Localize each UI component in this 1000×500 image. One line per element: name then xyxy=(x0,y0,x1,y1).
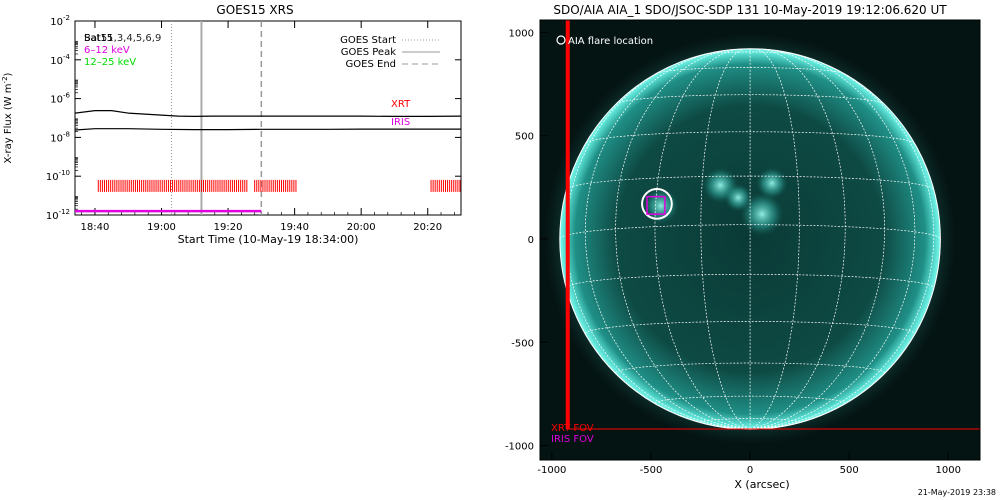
goes-series-line-0 xyxy=(75,109,461,118)
aia-x-tick-label: 0 xyxy=(747,465,753,476)
goes-y-tick-exponent: -4 xyxy=(63,53,71,61)
goes-y-tick-label: 10-2 xyxy=(50,14,70,28)
goes-y-axis-label: X-ray Flux (W m-2) xyxy=(1,72,14,163)
legend-flare-circle-icon xyxy=(556,35,566,45)
aia-x-axis: -1000 -500 0 500 1000 xyxy=(537,452,961,476)
goes-ylabel-exp: -2 xyxy=(1,76,9,83)
grid-meridian xyxy=(700,48,751,430)
xrt-instrument-label: XRT xyxy=(391,99,411,110)
goes-x-axis: 18:40 19:00 19:20 19:40 20:00 20:20 xyxy=(81,21,455,233)
aia-image-panel: SDO/AIA AIA_1 SDO/JSOC-SDP 131 10-May-20… xyxy=(505,3,981,491)
goes-x-tick-label: 19:40 xyxy=(280,222,309,233)
aia-y-axis: -1000 -500 0 500 1000 xyxy=(505,28,548,453)
footer-timestamp: 21-May-2019 23:38 xyxy=(918,488,996,497)
grid-parallel xyxy=(584,321,916,334)
iris-fov-box xyxy=(646,195,666,215)
aia-flare-location-marker xyxy=(641,187,673,220)
legend-goes-peak: GOES Peak xyxy=(341,47,396,58)
aia-plot-frame xyxy=(539,19,981,461)
aia-x-tick-label: 500 xyxy=(840,465,859,476)
grid-parallel xyxy=(654,395,846,404)
xrt-fov-label: XRT FOV xyxy=(551,423,594,434)
grid-parallel xyxy=(656,67,845,74)
goes-y-tick-label: 10-12 xyxy=(46,208,70,222)
legend-aia-flare-location: AIA flare location xyxy=(568,36,653,47)
goes-y-tick-label: 10-4 xyxy=(50,53,70,67)
grid-parallel xyxy=(559,224,941,240)
goes-y-tick-label: 10-10 xyxy=(46,169,70,183)
goes-y-tick-exponent: -12 xyxy=(59,208,70,216)
legend-6-12kev: 6–12 keV xyxy=(84,45,130,56)
goes-x-tick-label: 19:00 xyxy=(147,222,176,233)
goes-series-line-1 xyxy=(75,128,461,131)
iris-instrument-label: IRIS xyxy=(391,117,410,128)
iris-fov-label: IRIS FOV xyxy=(551,434,594,445)
goes-flux-series xyxy=(75,109,461,213)
goes-x-tick-label: 18:40 xyxy=(81,222,110,233)
grid-parallel xyxy=(703,51,798,55)
goes-y-tick-exponent: -2 xyxy=(63,14,70,22)
aia-x-tick-label: -1000 xyxy=(537,465,566,476)
grid-parallel xyxy=(585,131,915,144)
goes-y-tick-base: 10 xyxy=(46,211,59,222)
legend-goes-end: GOES End xyxy=(346,59,396,70)
goes-y-tick-label: 10-8 xyxy=(50,130,70,144)
goes-ylabel-close: ) xyxy=(3,72,14,76)
active-region-blob xyxy=(756,167,788,200)
grid-meridian xyxy=(750,49,885,430)
legend-12-25kev: 12–25 keV xyxy=(84,57,136,68)
grid-parallel xyxy=(615,94,885,105)
xrt-observation-bars xyxy=(97,179,461,192)
grid-meridian xyxy=(750,57,935,430)
aia-y-tick-label: -500 xyxy=(511,338,534,349)
goes-ylabel-main: X-ray Flux (W m xyxy=(3,83,14,163)
active-region-blob xyxy=(724,183,753,212)
goes-x-tick-label: 19:20 xyxy=(214,222,243,233)
goes-y-tick-exponent: -10 xyxy=(59,169,70,177)
legend-bat: Bat51,3,4,5,6,9 xyxy=(84,33,161,44)
aia-x-tick-label: -500 xyxy=(640,465,663,476)
goes-y-tick-base: 10 xyxy=(50,133,63,144)
goes-y-tick-exponent: -8 xyxy=(63,130,70,138)
grid-meridian xyxy=(584,50,751,430)
goes-y-tick-base: 10 xyxy=(50,17,63,28)
aia-y-tick-label: -1000 xyxy=(505,442,534,453)
legend-goes-start: GOES Start xyxy=(340,35,396,46)
goes-y-tick-base: 10 xyxy=(50,95,63,106)
goes-y-tick-exponent: -6 xyxy=(63,92,71,100)
aia-image-title: SDO/AIA AIA_1 SDO/JSOC-SDP 131 10-May-20… xyxy=(553,3,947,17)
goes-x-axis-label: Start Time (10-May-19 18:34:00) xyxy=(178,233,359,246)
grid-meridian xyxy=(749,48,800,430)
goes-y-tick-base: 10 xyxy=(46,172,59,183)
grid-parallel xyxy=(615,362,885,374)
grid-parallel xyxy=(565,273,935,289)
grid-parallel xyxy=(700,418,800,423)
grid-meridian xyxy=(750,50,916,430)
goes-x-tick-label: 20:00 xyxy=(347,222,376,233)
aia-y-tick-label: 0 xyxy=(528,235,534,246)
aia-x-tick-label: 1000 xyxy=(936,465,961,476)
legend-sat15: Sat15 xyxy=(84,33,113,44)
goes-y-tick-base: 10 xyxy=(50,56,63,67)
goes-y-tick-label: 10-6 xyxy=(50,92,70,106)
goes-chart-title: GOES15 XRS xyxy=(216,3,293,17)
grid-meridian xyxy=(615,49,751,430)
aia-x-axis-label: X (arcsec) xyxy=(734,478,789,491)
aia-y-tick-label: 500 xyxy=(515,132,534,143)
goes-x-tick-label: 20:20 xyxy=(413,222,442,233)
aia-y-tick-label: 1000 xyxy=(509,28,534,39)
grid-parallel xyxy=(566,175,934,190)
